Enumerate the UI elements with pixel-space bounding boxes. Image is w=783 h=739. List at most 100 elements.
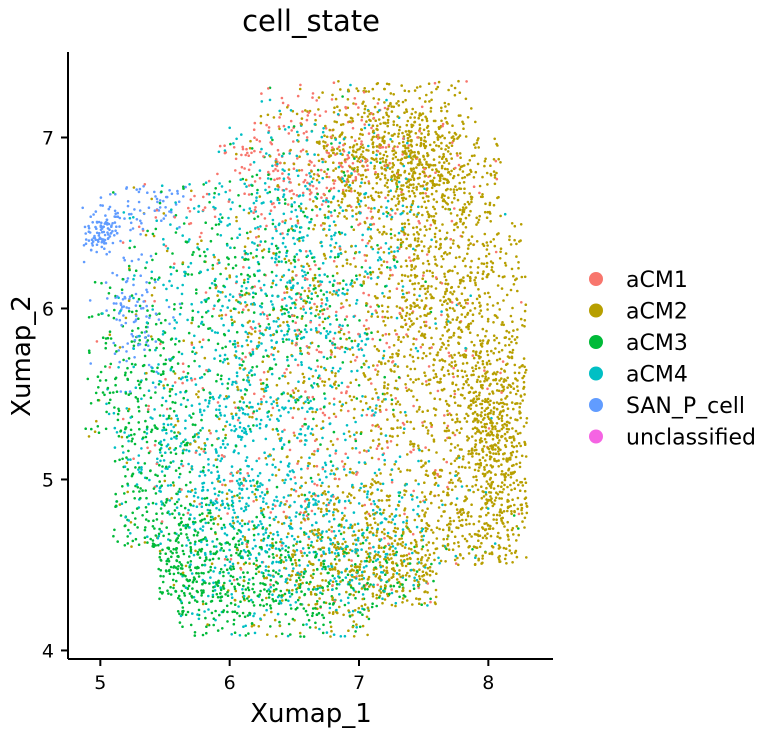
- point-acm3: [136, 526, 139, 529]
- point-acm3: [167, 414, 171, 418]
- point-acm1: [251, 327, 254, 331]
- point-acm3: [113, 344, 117, 347]
- point-acm2: [404, 299, 407, 303]
- point-acm2: [502, 323, 506, 327]
- point-acm2: [431, 531, 435, 534]
- point-acm4: [289, 407, 293, 410]
- point-acm2: [373, 164, 377, 168]
- point-acm2: [441, 303, 444, 307]
- point-acm4: [154, 502, 158, 506]
- point-acm2: [369, 446, 372, 449]
- point-acm3: [215, 465, 219, 469]
- point-acm2: [444, 439, 447, 442]
- point-acm2: [353, 189, 357, 193]
- point-acm3: [183, 594, 187, 597]
- point-acm3: [154, 534, 158, 537]
- point-acm2: [473, 532, 477, 536]
- point-acm1: [327, 416, 331, 420]
- point-acm2: [524, 371, 527, 374]
- point-acm2: [484, 377, 487, 381]
- point-acm2: [501, 405, 504, 409]
- point-acm2: [127, 299, 131, 303]
- point-acm2: [435, 327, 438, 330]
- point-acm2: [382, 230, 386, 234]
- point-acm2: [511, 561, 514, 564]
- point-acm2: [466, 414, 470, 418]
- point-acm3: [272, 584, 275, 587]
- point-acm1: [236, 418, 240, 422]
- point-san-p-cell: [111, 271, 114, 275]
- point-acm2: [458, 477, 461, 480]
- point-acm2: [454, 133, 458, 136]
- point-acm3: [243, 393, 247, 396]
- point-acm2: [311, 452, 314, 456]
- point-acm2: [266, 370, 270, 373]
- point-acm4: [313, 512, 317, 516]
- point-acm4: [295, 154, 299, 158]
- point-acm1: [377, 398, 380, 401]
- point-acm2: [479, 304, 482, 307]
- point-acm4: [218, 411, 222, 415]
- point-acm2: [311, 410, 314, 414]
- point-acm3: [159, 340, 163, 343]
- point-acm4: [318, 374, 321, 378]
- point-acm2: [417, 514, 421, 518]
- point-acm2: [363, 221, 367, 225]
- point-acm2: [390, 369, 393, 373]
- point-acm3: [274, 599, 278, 602]
- point-acm3: [128, 246, 131, 250]
- point-acm2: [434, 119, 437, 123]
- point-acm2: [457, 173, 460, 177]
- point-acm2: [313, 273, 317, 277]
- point-acm4: [306, 187, 309, 191]
- point-acm3: [383, 375, 387, 379]
- point-acm4: [101, 312, 104, 315]
- point-acm2: [144, 233, 148, 237]
- point-acm3: [123, 544, 127, 547]
- point-acm2: [257, 235, 261, 238]
- point-acm4: [272, 400, 276, 403]
- point-san-p-cell: [137, 200, 141, 204]
- point-san-p-cell: [91, 221, 94, 224]
- point-acm3: [215, 537, 219, 541]
- point-acm4: [349, 83, 352, 87]
- point-acm3: [210, 443, 214, 447]
- point-acm4: [338, 593, 341, 596]
- point-acm1: [245, 542, 249, 546]
- point-acm2: [423, 225, 427, 228]
- point-acm2: [333, 120, 337, 123]
- point-acm4: [321, 481, 324, 485]
- point-acm1: [332, 397, 336, 401]
- point-acm4: [227, 571, 230, 575]
- point-acm4: [113, 426, 117, 430]
- point-acm4: [332, 403, 336, 406]
- point-acm1: [354, 175, 358, 179]
- point-acm3: [328, 304, 332, 308]
- point-acm3: [200, 538, 203, 542]
- point-acm4: [172, 266, 175, 269]
- point-acm2: [383, 101, 386, 104]
- point-acm4: [260, 571, 264, 574]
- point-acm2: [487, 291, 490, 295]
- point-acm4: [232, 527, 236, 530]
- point-acm3: [173, 303, 176, 306]
- point-acm4: [337, 165, 341, 169]
- point-acm1: [315, 187, 318, 190]
- point-acm3: [182, 591, 186, 595]
- point-acm1: [363, 253, 367, 257]
- point-acm4: [235, 137, 238, 141]
- point-acm2: [486, 415, 490, 419]
- point-acm2: [372, 571, 376, 575]
- point-acm4: [238, 499, 241, 503]
- point-acm2: [470, 447, 474, 451]
- point-san-p-cell: [143, 331, 147, 334]
- point-acm3: [171, 481, 175, 484]
- point-acm2: [370, 526, 374, 530]
- point-acm2: [390, 110, 394, 113]
- point-acm1: [292, 140, 295, 143]
- point-acm4: [293, 583, 297, 587]
- point-acm3: [232, 307, 236, 311]
- point-acm2: [309, 590, 313, 594]
- point-acm2: [443, 374, 446, 377]
- point-acm2: [520, 275, 524, 279]
